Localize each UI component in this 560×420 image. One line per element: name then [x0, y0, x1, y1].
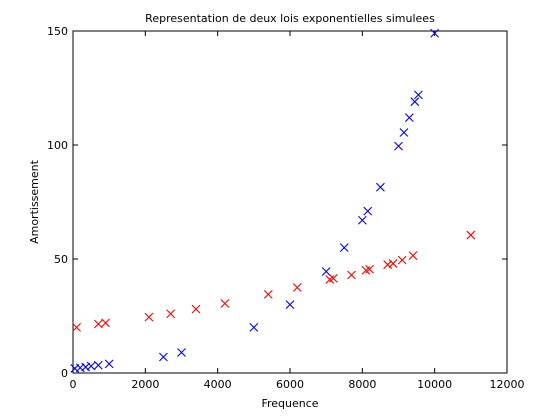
x-tick-label: 4000: [204, 378, 232, 391]
y-tick-label: 100: [47, 139, 68, 152]
data-point: [414, 90, 423, 100]
plot-area: [72, 30, 508, 374]
data-point: [376, 182, 385, 192]
x-tick-label: 0: [70, 378, 77, 391]
data-point: [249, 323, 259, 332]
data-point: [177, 348, 186, 357]
data-point: [466, 230, 476, 240]
y-tick-label: 0: [61, 367, 68, 380]
data-point: [285, 300, 295, 309]
data-point: [388, 259, 398, 268]
data-point: [86, 361, 96, 371]
data-point: [383, 260, 393, 270]
x-tick-label: 10000: [417, 378, 452, 391]
data-point: [101, 318, 110, 328]
axis-ticks: 0 2000 4000 6000 8000 10000 12000 0 50 100 150: [47, 25, 525, 391]
x-axis-label: Frequence: [261, 397, 318, 410]
y-axis-label: Amortissement: [28, 159, 41, 244]
data-point: [394, 141, 403, 151]
x-tick-label: 6000: [276, 378, 304, 391]
data-point: [166, 309, 176, 319]
data-point: [397, 255, 407, 265]
data-point: [321, 267, 331, 276]
data-point: [263, 289, 273, 299]
chart-title: Representation de deux lois exponentiell…: [145, 12, 435, 25]
data-point: [93, 360, 103, 370]
data-point: [159, 352, 168, 362]
data-point: [93, 319, 103, 329]
data-point: [144, 312, 154, 322]
y-tick-label: 50: [54, 253, 68, 266]
x-tick-label: 2000: [131, 378, 159, 391]
x-tick-label: 8000: [348, 378, 376, 391]
data-point: [347, 270, 356, 280]
data-point: [430, 28, 440, 38]
data-point: [339, 243, 349, 252]
data-point: [357, 215, 367, 225]
y-tick-label: 150: [47, 25, 68, 38]
data-point: [104, 359, 114, 369]
data-point: [363, 206, 373, 216]
data-point: [404, 113, 414, 123]
data-markers: [70, 28, 476, 373]
data-point: [408, 251, 418, 260]
data-point: [399, 128, 409, 137]
data-point: [329, 273, 338, 283]
data-point: [365, 264, 374, 274]
data-point: [72, 323, 82, 332]
data-point: [292, 283, 302, 292]
x-tick-label: 12000: [490, 378, 525, 391]
data-point: [410, 97, 420, 107]
data-point: [191, 304, 201, 314]
data-point: [220, 299, 230, 308]
data-point: [81, 362, 91, 372]
